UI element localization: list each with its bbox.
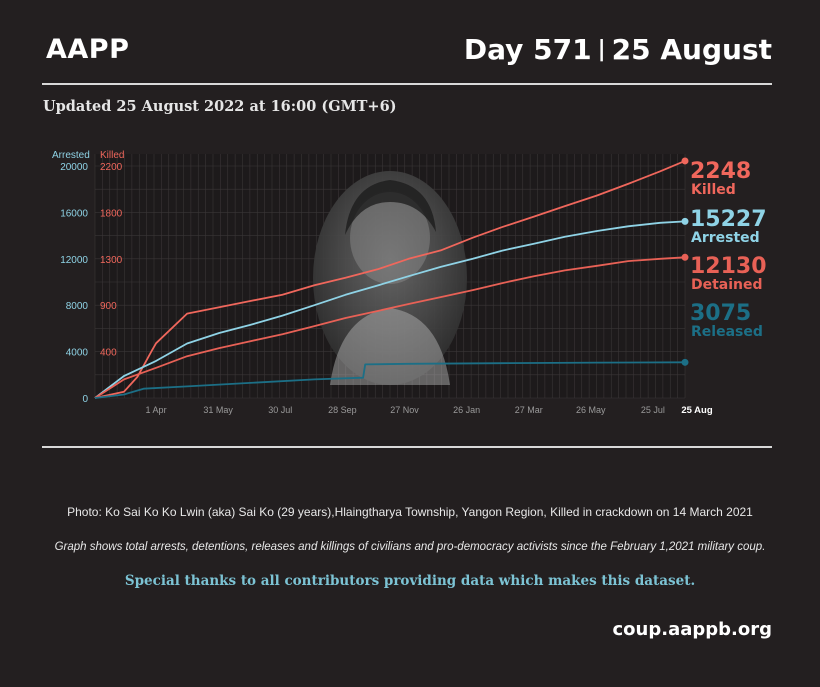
- portrait-shirt-shape: [330, 308, 450, 385]
- end-label-value: 3075: [690, 301, 751, 326]
- series-end-point-killed: [681, 157, 689, 165]
- photo-caption: Photo: Ko Sai Ko Ko Lwin (aka) Sai Ko (2…: [67, 505, 753, 519]
- x-axis-tick: 27 Mar: [515, 405, 543, 415]
- series-line-arrested: [94, 220, 686, 399]
- day-number: Day 571: [463, 33, 592, 66]
- left-axis-tick: 0: [82, 394, 88, 405]
- left-axis-tick: 12000: [60, 255, 88, 266]
- end-label-name: Detained: [691, 277, 763, 293]
- x-axis-tick: 25 Jul: [641, 405, 665, 415]
- x-axis-tick: 26 May: [576, 405, 606, 415]
- series-line-detained: [94, 256, 686, 399]
- portrait-face-shape: [350, 192, 430, 284]
- end-label-name: Arrested: [691, 230, 760, 246]
- end-label-value: 12130: [690, 254, 767, 279]
- right-axis-tick: 900: [100, 301, 117, 312]
- series-end-point-arrested: [681, 217, 689, 225]
- series-line-released: [94, 361, 686, 399]
- day-separator: |: [597, 37, 606, 62]
- right-axis-label: Killed: [100, 150, 124, 161]
- x-axis-tick: 27 Nov: [390, 405, 419, 415]
- x-axis-tick: 28 Sep: [328, 405, 357, 415]
- left-axis-tick: 20000: [60, 162, 88, 173]
- x-axis-tick: 31 May: [203, 405, 233, 415]
- left-axis-label: Arrested: [52, 150, 90, 161]
- right-axis-tick: 1800: [100, 208, 123, 219]
- right-axis-tick: 1300: [100, 255, 123, 266]
- portrait-hair-shape: [345, 180, 436, 235]
- right-axis-tick: 2200: [100, 162, 123, 173]
- end-label-value: 15227: [690, 207, 767, 232]
- chart-divider: [42, 446, 772, 448]
- thanks-message: Special thanks to all contributors provi…: [124, 573, 696, 589]
- graph-note: Graph shows total arrests, detentions, r…: [54, 541, 766, 553]
- x-axis-tick: 30 Jul: [268, 405, 292, 415]
- series-end-point-detained: [681, 253, 689, 261]
- series-line-killed: [94, 160, 686, 399]
- updated-timestamp: Updated 25 August 2022 at 16:00 (GMT+6): [43, 98, 397, 115]
- day-counter: Day 571 | 25 August: [464, 33, 772, 66]
- left-axis-tick: 16000: [60, 208, 88, 219]
- left-axis-tick: 4000: [66, 348, 89, 359]
- chart-panel: Arrested Killed 20000 16000 12000 8000 4000 0 22…: [40, 140, 780, 425]
- x-axis-tick: 25 Aug: [681, 405, 713, 416]
- brand-logo-text: AAPP: [46, 34, 130, 65]
- end-label-name: Killed: [691, 182, 736, 198]
- website-link[interactable]: coup.aappb.org: [612, 619, 773, 640]
- line-chart: Arrested Killed 20000 16000 12000 8000 4000 0 22…: [52, 150, 767, 416]
- right-axis-tick: 400: [100, 348, 117, 359]
- end-label-value: 2248: [690, 159, 751, 184]
- header-divider: [42, 83, 772, 85]
- series-end-point-released: [681, 358, 689, 366]
- day-date: 25 August: [611, 33, 772, 66]
- left-axis-tick: 8000: [66, 301, 89, 312]
- x-axis-tick: 26 Jan: [453, 405, 480, 415]
- x-axis-tick: 1 Apr: [146, 405, 167, 415]
- end-label-name: Released: [691, 324, 763, 340]
